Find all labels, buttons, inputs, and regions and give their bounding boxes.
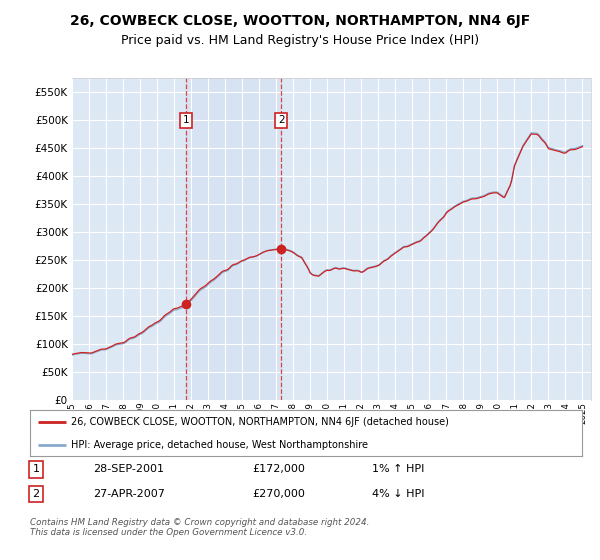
Text: £172,000: £172,000	[252, 464, 305, 474]
Text: 26, COWBECK CLOSE, WOOTTON, NORTHAMPTON, NN4 6JF: 26, COWBECK CLOSE, WOOTTON, NORTHAMPTON,…	[70, 14, 530, 28]
Text: £270,000: £270,000	[252, 489, 305, 499]
Text: 2: 2	[32, 489, 40, 499]
Text: HPI: Average price, detached house, West Northamptonshire: HPI: Average price, detached house, West…	[71, 440, 368, 450]
Text: 1% ↑ HPI: 1% ↑ HPI	[372, 464, 424, 474]
Bar	[186, 78, 281, 400]
Text: Contains HM Land Registry data © Crown copyright and database right 2024.
This d: Contains HM Land Registry data © Crown c…	[30, 518, 370, 538]
Text: 4% ↓ HPI: 4% ↓ HPI	[372, 489, 425, 499]
Text: 27-APR-2007: 27-APR-2007	[93, 489, 165, 499]
Text: 26, COWBECK CLOSE, WOOTTON, NORTHAMPTON, NN4 6JF (detached house): 26, COWBECK CLOSE, WOOTTON, NORTHAMPTON,…	[71, 417, 449, 427]
Text: 1: 1	[32, 464, 40, 474]
Text: 1: 1	[183, 115, 190, 125]
Text: 28-SEP-2001: 28-SEP-2001	[93, 464, 164, 474]
Text: 2: 2	[278, 115, 284, 125]
Text: Price paid vs. HM Land Registry's House Price Index (HPI): Price paid vs. HM Land Registry's House …	[121, 34, 479, 46]
